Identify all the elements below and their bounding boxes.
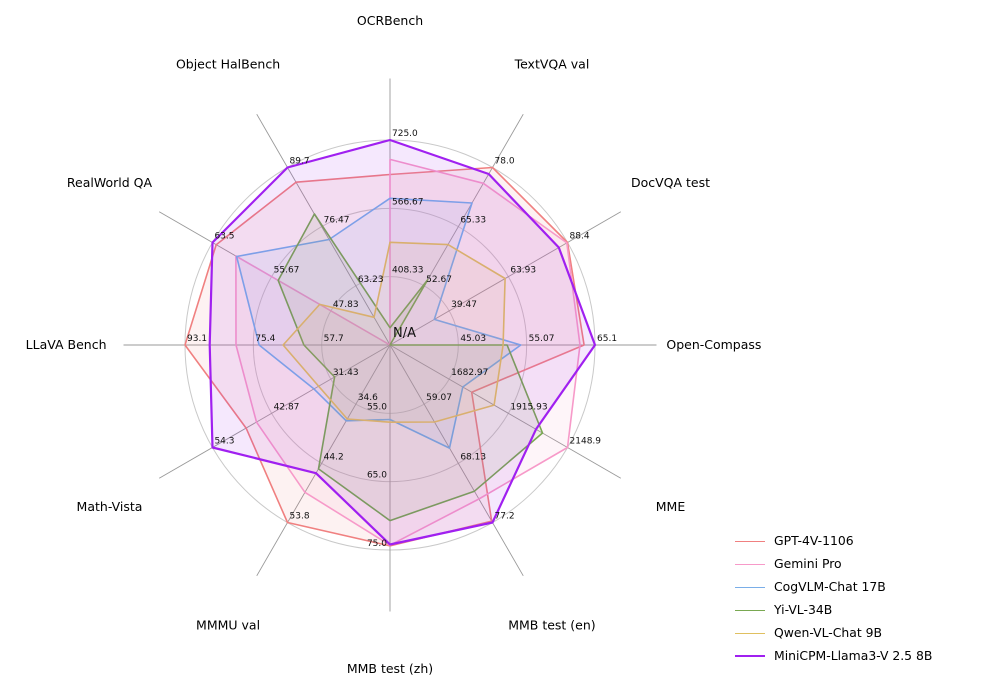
tick-label: 408.33 [392,266,424,276]
legend-label: CogVLM-Chat 17B [774,579,886,594]
tick-label: 93.1 [187,334,207,344]
axis-title: DocVQA test [631,175,710,190]
tick-label: 45.03 [460,334,486,344]
legend-label: MiniCPM-Llama3-V 2.5 8B [774,648,933,663]
tick-label: 44.2 [324,452,344,462]
axis-title: MME [656,499,686,514]
tick-label: 31.43 [333,368,359,378]
tick-label: 566.67 [392,197,424,207]
tick-label: 34.6 [358,393,378,403]
legend-label: Qwen-VL-Chat 9B [774,625,883,640]
tick-label: 55.0 [367,402,387,412]
tick-label: 78.0 [495,156,515,166]
legend-item: CogVLM-Chat 17B [735,580,932,594]
tick-label: 57.7 [324,334,344,344]
series-fill [209,140,595,545]
series-outline [282,241,506,424]
axis-title: Object HalBench [176,56,280,71]
tick-label: 65.1 [597,334,617,344]
tick-label: 55.07 [529,334,555,344]
tick-label: 2148.9 [570,437,602,447]
tick-label: 725.0 [392,129,418,139]
legend-item: MiniCPM-Llama3-V 2.5 8B [735,649,932,663]
tick-label: 1682.97 [451,368,488,378]
legend-line-sample [735,655,765,657]
axis-spoke [256,113,391,346]
series-fill [185,167,585,546]
axis-spoke [389,344,524,577]
tick-label: 47.83 [333,300,359,310]
legend-label: Yi-VL-34B [774,602,833,617]
legend-line-sample [735,632,765,634]
legend-item: GPT-4V-1106 [735,534,932,548]
axis-title: MMB test (zh) [347,661,433,676]
axis-title: RealWorld QA [67,175,153,190]
tick-label: 52.67 [426,275,452,285]
legend-label: GPT-4V-1106 [774,533,854,548]
tick-label: 39.47 [451,300,477,310]
axis-spoke [256,344,391,577]
tick-label: 68.13 [460,452,486,462]
legend-label: Gemini Pro [774,556,842,571]
tick-label: 88.4 [570,232,590,242]
series-outline [277,213,544,522]
series-outline [208,138,597,546]
tick-label: 77.2 [495,512,515,522]
axis-title: Open-Compass [666,337,761,352]
center-label: N/A [393,326,416,341]
legend-line-sample [735,563,765,565]
legend-item: Gemini Pro [735,557,932,571]
axis-title: MMB test (en) [508,618,595,633]
axis-title: LLaVA Bench [26,337,107,352]
legend-item: Yi-VL-34B [735,603,932,617]
series-fill [283,242,506,423]
tick-label: 53.8 [290,512,310,522]
legend-line-sample [735,540,765,542]
tick-label: 63.93 [510,266,536,276]
axis-title: OCRBench [357,13,423,28]
axis-title: TextVQA val [514,56,590,71]
tick-label: 55.67 [274,266,300,276]
legend-item: Qwen-VL-Chat 9B [735,626,932,640]
tick-label: 65.33 [460,216,486,226]
tick-label: 59.07 [426,393,452,403]
legend-line-sample [735,586,765,588]
chart-legend: GPT-4V-1106 Gemini Pro CogVLM-Chat 17B Yi-V… [735,534,932,663]
tick-label: 1915.93 [510,402,547,412]
series-outline [235,197,522,449]
tick-label: 89.7 [290,156,310,166]
axis-title: MMMU val [196,618,260,633]
tick-label: 75.4 [255,334,275,344]
tick-label: 63.5 [214,232,234,242]
tick-label: 65.0 [367,471,387,481]
axis-spoke [389,344,622,479]
tick-label: 54.3 [214,437,234,447]
legend-line-sample [735,609,765,611]
tick-label: 75.0 [367,539,387,549]
series-fill [278,214,543,521]
tick-label: 42.87 [274,402,300,412]
tick-label: 76.47 [324,216,350,226]
tick-label: 63.23 [358,275,384,285]
axis-title: Math-Vista [77,499,143,514]
axis-spoke [158,344,391,479]
series-fill [236,198,521,449]
